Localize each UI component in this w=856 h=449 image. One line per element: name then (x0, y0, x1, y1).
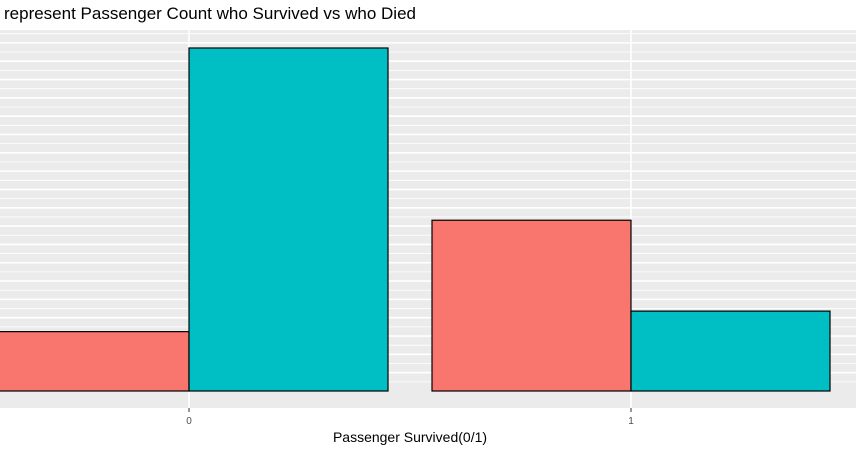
x-axis-title: Passenger Survived(0/1) (333, 429, 487, 445)
bar-0-2 (188, 47, 389, 392)
bars (0, 47, 831, 392)
bar-1-2 (630, 310, 831, 392)
x-tick-label-0: 0 (186, 416, 192, 427)
bar-0-1 (0, 331, 190, 392)
x-tick-label-1: 1 (628, 416, 634, 427)
bar-1-1 (431, 219, 632, 392)
chart-title: represent Passenger Count who Survived v… (4, 4, 416, 23)
